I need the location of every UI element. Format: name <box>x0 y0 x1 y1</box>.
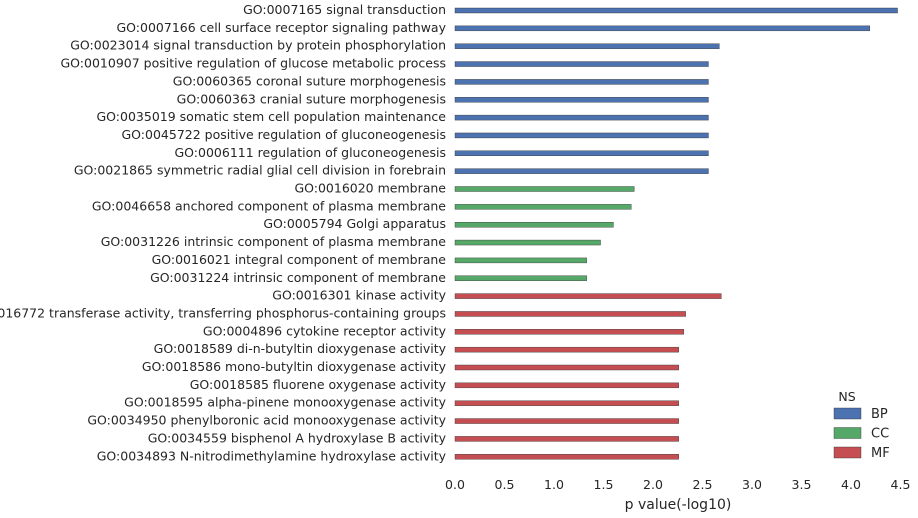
x-tick-label: 1.0 <box>544 477 564 492</box>
category-label: GO:0045722 positive regulation of glucon… <box>122 127 447 142</box>
category-label: GO:0016021 integral component of membran… <box>152 252 447 267</box>
x-tick-label: 4.5 <box>891 477 911 492</box>
category-label: GO:0018586 mono-butyltin dioxygenase act… <box>142 359 447 374</box>
category-label: GO:0018589 di-n-butyltin dioxygenase act… <box>154 341 447 356</box>
x-tick-label: 0.0 <box>445 477 465 492</box>
legend-swatch <box>833 446 862 459</box>
x-tick-label: 2.0 <box>643 477 663 492</box>
x-axis-ticks: 0.0 0.5 1.0 1.5 2.0 2.5 3.0 3.5 4.0 4.5 <box>445 477 910 492</box>
x-tick-label: 4.0 <box>841 477 861 492</box>
category-label: GO:0016772 transferase activity, transfe… <box>0 305 446 320</box>
category-label: GO:0031224 intrinsic component of membra… <box>150 270 446 285</box>
bar <box>454 114 709 121</box>
bar <box>454 43 720 49</box>
bar <box>454 400 679 406</box>
bar <box>454 382 679 389</box>
bar <box>454 25 871 32</box>
x-tick-label: 0.5 <box>495 477 515 492</box>
bar <box>454 275 587 281</box>
bar <box>454 418 679 424</box>
category-label: GO:0018595 alpha-pinene monooxygenase ac… <box>124 395 446 410</box>
bar <box>454 150 709 157</box>
legend-swatch <box>833 407 862 420</box>
bar <box>454 221 614 228</box>
bars <box>454 7 898 460</box>
bar <box>454 204 632 210</box>
category-label: GO:0060363 cranial suture morphogenesis <box>177 91 446 106</box>
category-label: GO:0007165 signal transduction <box>243 2 446 17</box>
legend-title: NS <box>838 389 855 404</box>
category-label: GO:0004896 cytokine receptor activity <box>203 323 447 338</box>
category-label: GO:0023014 signal transduction by protei… <box>70 38 446 53</box>
category-label: GO:0034559 bisphenol A hydroxylase B act… <box>148 430 447 445</box>
bar <box>454 61 709 67</box>
bar <box>454 97 709 103</box>
bar <box>454 454 679 460</box>
x-tick-label: 3.0 <box>742 477 762 492</box>
bar <box>454 257 587 264</box>
bar <box>454 186 635 192</box>
category-label: GO:0034950 phenylboronic acid monooxygen… <box>87 413 446 428</box>
category-label: GO:0035019 somatic stem cell population … <box>97 109 447 124</box>
bar <box>454 168 709 174</box>
bar <box>454 364 679 371</box>
category-label: GO:0021865 symmetric radial glial cell d… <box>74 163 446 178</box>
category-label: GO:0016301 kinase activity <box>272 288 446 303</box>
category-label: GO:0046658 anchored component of plasma … <box>92 198 446 213</box>
category-label: GO:0018585 fluorene oxygenase activity <box>190 377 447 392</box>
legend-items: BP CC MF <box>833 407 890 461</box>
bar <box>454 239 601 246</box>
bar <box>454 7 898 14</box>
bar <box>454 346 679 353</box>
category-label: GO:0031226 intrinsic component of plasma… <box>101 234 447 249</box>
category-label: GO:0007166 cell surface receptor signali… <box>116 20 446 35</box>
category-label: GO:0060365 coronal suture morphogenesis <box>173 73 446 88</box>
category-label: GO:0034893 N-nitrodimethylamine hydroxyl… <box>97 448 447 463</box>
bar <box>454 293 722 299</box>
x-tick-label: 3.5 <box>792 477 812 492</box>
x-tick-label: 2.5 <box>693 477 713 492</box>
legend-swatch <box>833 427 862 439</box>
legend-label: CC <box>871 427 889 442</box>
bar <box>454 436 679 442</box>
legend-label: BP <box>871 407 888 422</box>
x-tick-label: 1.5 <box>594 477 614 492</box>
bar <box>454 311 686 317</box>
category-label: GO:0005794 Golgi apparatus <box>263 216 446 231</box>
category-label: GO:0006111 regulation of gluconeogenesis <box>175 145 447 160</box>
bar <box>454 132 709 139</box>
bar <box>454 329 684 335</box>
legend-label: MF <box>871 446 890 461</box>
bar <box>454 79 709 85</box>
category-label: GO:0010907 positive regulation of glucos… <box>60 56 446 71</box>
category-labels: GO:0007165 signal transduction GO:0007166… <box>0 2 447 463</box>
x-axis-title: p value(-log10) <box>625 497 732 513</box>
category-label: GO:0016020 membrane <box>294 181 446 196</box>
legend: NS BP CC MF <box>833 389 890 461</box>
